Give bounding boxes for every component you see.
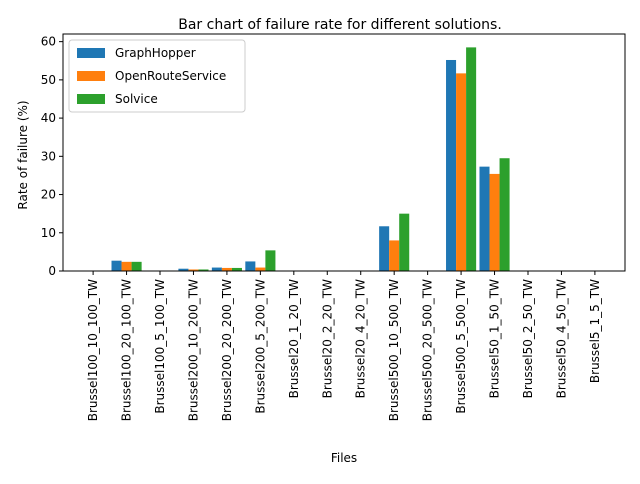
bar-solvice-11 bbox=[466, 47, 477, 271]
legend-label-openrouteservice: OpenRouteService bbox=[115, 69, 226, 83]
bar-solvice-9 bbox=[399, 213, 410, 271]
legend-swatch-solvice bbox=[77, 94, 105, 104]
bar-openrouteservice-9 bbox=[389, 240, 400, 271]
x-tick-label: Brussel500_5_500_TW bbox=[454, 279, 468, 414]
plot-frame bbox=[62, 33, 626, 272]
x-tick-label: Brussel50_2_50_TW bbox=[521, 279, 535, 398]
x-tick-label: Brussel200_20_200_TW bbox=[220, 279, 234, 421]
bar-openrouteservice-11 bbox=[456, 73, 467, 272]
bar-graphhopper-4 bbox=[211, 267, 222, 271]
x-tick-label: Brussel20_4_20_TW bbox=[354, 279, 368, 398]
y-tick-label: 0 bbox=[48, 264, 56, 278]
bar-openrouteservice-5 bbox=[255, 267, 266, 271]
bar-openrouteservice-1 bbox=[121, 261, 132, 271]
bar-graphhopper-9 bbox=[379, 226, 390, 271]
x-tick-label: Brussel50_1_50_TW bbox=[488, 279, 502, 398]
bar-graphhopper-3 bbox=[178, 268, 189, 271]
legend-label-solvice: Solvice bbox=[115, 92, 158, 106]
bar-solvice-3 bbox=[198, 269, 209, 271]
y-axis-label: Rate of failure (%) bbox=[16, 100, 30, 209]
y-tick-label: 30 bbox=[41, 149, 56, 163]
bar-openrouteservice-12 bbox=[489, 173, 500, 271]
y-tick-label: 50 bbox=[41, 73, 56, 87]
bar-solvice-4 bbox=[231, 267, 242, 271]
x-tick-label: Brussel20_1_20_TW bbox=[287, 279, 301, 398]
x-tick-label: Brussel100_20_100_TW bbox=[120, 279, 134, 421]
bar-openrouteservice-3 bbox=[188, 269, 199, 271]
bar-graphhopper-5 bbox=[245, 261, 256, 271]
x-tick-label: Brussel20_2_20_TW bbox=[320, 279, 334, 398]
bar-graphhopper-1 bbox=[111, 260, 122, 271]
legend: GraphHopper OpenRouteService Solvice bbox=[68, 39, 246, 113]
y-ticks-group: 0 10 20 30 40 50 60 bbox=[41, 35, 63, 278]
legend-swatch-graphhopper bbox=[77, 48, 105, 58]
bar-solvice-12 bbox=[499, 158, 510, 271]
x-tick-label: Brussel50_4_50_TW bbox=[554, 279, 568, 398]
bars-group bbox=[111, 47, 510, 272]
bar-solvice-1 bbox=[131, 261, 142, 271]
bar-graphhopper-12 bbox=[479, 166, 490, 271]
bar-openrouteservice-4 bbox=[221, 267, 232, 271]
x-axis-label: Files bbox=[331, 451, 357, 465]
x-tick-label: Brussel100_5_100_TW bbox=[153, 279, 167, 414]
x-ticks-group: Brussel100_10_100_TW Brussel100_20_100_TW… bbox=[86, 271, 602, 421]
y-tick-label: 40 bbox=[41, 111, 56, 125]
x-tick-label: Brussel500_10_500_TW bbox=[387, 279, 401, 421]
y-tick-label: 60 bbox=[41, 35, 56, 49]
x-tick-label: Brussel100_10_100_TW bbox=[86, 279, 100, 421]
x-tick-label: Brussel200_5_200_TW bbox=[253, 279, 267, 414]
legend-swatch-openrouteservice bbox=[77, 71, 105, 81]
y-tick-label: 20 bbox=[41, 188, 56, 202]
bar-graphhopper-11 bbox=[446, 59, 457, 271]
x-tick-label: Brussel200_10_200_TW bbox=[186, 279, 200, 421]
legend-box bbox=[68, 39, 246, 113]
bar-solvice-5 bbox=[265, 250, 276, 271]
y-tick-label: 10 bbox=[41, 226, 56, 240]
x-tick-label: Brussel500_20_500_TW bbox=[421, 279, 435, 421]
legend-label-graphhopper: GraphHopper bbox=[115, 46, 196, 60]
chart-title: Bar chart of failure rate for different … bbox=[178, 17, 502, 33]
x-tick-label: Brussel5_1_5_TW bbox=[588, 279, 602, 383]
